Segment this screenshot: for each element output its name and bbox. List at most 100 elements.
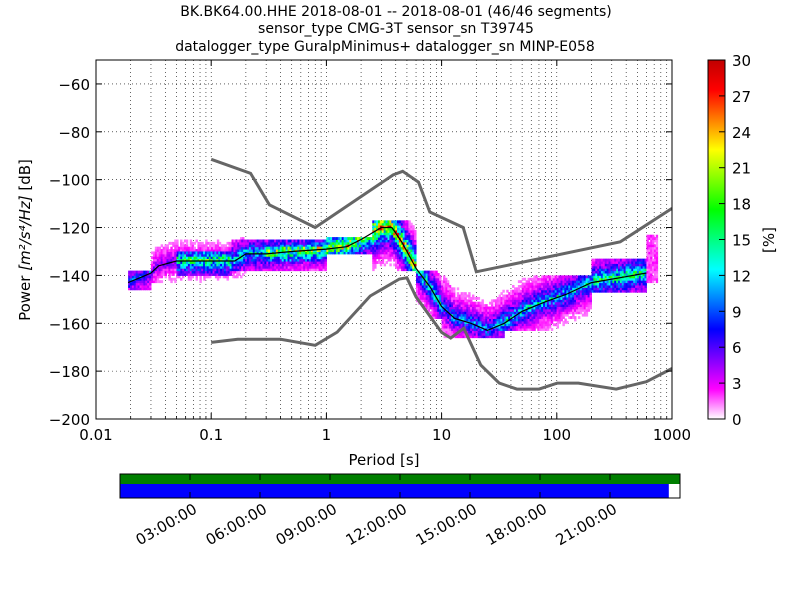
density-cell — [318, 239, 322, 243]
density-cell — [531, 301, 534, 305]
density-cell — [642, 263, 646, 267]
density-cell — [433, 316, 436, 319]
density-cell — [376, 225, 379, 229]
density-cell — [533, 318, 536, 322]
density-cell — [600, 280, 604, 284]
density-cell — [546, 284, 550, 288]
density-cell — [400, 225, 404, 229]
density-cell — [216, 244, 220, 248]
density-cell — [170, 249, 173, 252]
density-cell — [291, 251, 294, 255]
density-cell — [389, 220, 392, 224]
density-cell — [408, 229, 411, 233]
density-cell — [575, 311, 579, 315]
density-cell — [600, 263, 604, 267]
density-cell — [301, 268, 304, 272]
density-cell — [381, 227, 385, 231]
density-cell — [212, 249, 216, 252]
density-cell — [243, 261, 246, 264]
density-cell — [537, 308, 540, 312]
density-cell — [466, 294, 469, 298]
density-cell — [504, 308, 507, 312]
density-cell — [252, 241, 256, 245]
density-cell — [470, 325, 473, 329]
density-cell — [391, 225, 394, 229]
density-cell — [431, 277, 434, 281]
density-cell — [398, 225, 402, 229]
density-cell — [218, 273, 221, 276]
density-cell — [579, 284, 583, 288]
density-cell — [248, 253, 252, 257]
density-cell — [560, 280, 563, 284]
density-cell — [631, 263, 634, 267]
density-cell — [599, 261, 602, 264]
density-cell — [412, 241, 415, 245]
density-cell — [170, 277, 173, 281]
density-cell — [560, 282, 563, 286]
density-cell — [170, 251, 173, 255]
density-cell — [477, 296, 481, 300]
density-cell — [460, 330, 463, 334]
density-cell — [229, 265, 232, 269]
density-cell — [379, 225, 383, 229]
density-cell — [322, 261, 325, 264]
density-cell — [312, 256, 316, 260]
density-cell — [494, 313, 498, 317]
density-cell — [650, 234, 653, 238]
density-cell — [189, 277, 193, 281]
density-cell — [554, 313, 558, 317]
density-cell — [414, 249, 417, 252]
density-cell — [543, 296, 546, 300]
density-cell — [374, 256, 377, 260]
density-cell — [216, 277, 220, 281]
density-cell — [652, 249, 655, 252]
density-cell — [404, 253, 408, 257]
density-cell — [512, 318, 515, 322]
density-cell — [621, 270, 625, 274]
density-cell — [328, 251, 331, 255]
density-cell — [490, 330, 494, 334]
density-cell — [552, 287, 556, 291]
density-cell — [531, 296, 534, 300]
density-cell — [595, 258, 598, 262]
density-cell — [343, 249, 347, 252]
density-cell — [306, 246, 310, 250]
density-cell — [560, 299, 563, 303]
density-cell — [189, 253, 193, 257]
density-cell — [206, 256, 210, 260]
density-cell — [199, 251, 202, 255]
density-cell — [182, 251, 185, 255]
density-cell — [642, 287, 646, 291]
density-cell — [521, 294, 525, 298]
density-cell — [556, 311, 560, 315]
density-cell — [650, 244, 653, 248]
density-cell — [479, 311, 482, 315]
density-cell — [646, 249, 649, 252]
density-cell — [162, 246, 166, 250]
density-cell — [618, 261, 621, 264]
density-cell — [502, 332, 505, 336]
density-cell — [248, 263, 252, 267]
density-cell — [201, 258, 204, 262]
density-cell — [550, 328, 554, 331]
density-cell — [574, 318, 577, 322]
density-cell — [208, 258, 212, 262]
density-cell — [629, 287, 632, 291]
density-cell — [449, 316, 452, 319]
density-cell — [548, 323, 552, 327]
density-cell — [435, 304, 438, 308]
density-cell — [279, 261, 283, 264]
density-cell — [324, 251, 327, 255]
density-cell — [406, 222, 409, 226]
density-cell — [443, 294, 446, 298]
density-cell — [591, 289, 594, 293]
density-cell — [464, 335, 467, 339]
density-cell — [353, 246, 356, 250]
density-cell — [500, 296, 503, 300]
density-cell — [381, 256, 385, 260]
density-cell — [433, 270, 436, 274]
density-cell — [272, 268, 275, 272]
density-cell — [481, 318, 484, 322]
density-cell — [391, 220, 394, 224]
density-cell — [297, 239, 300, 243]
